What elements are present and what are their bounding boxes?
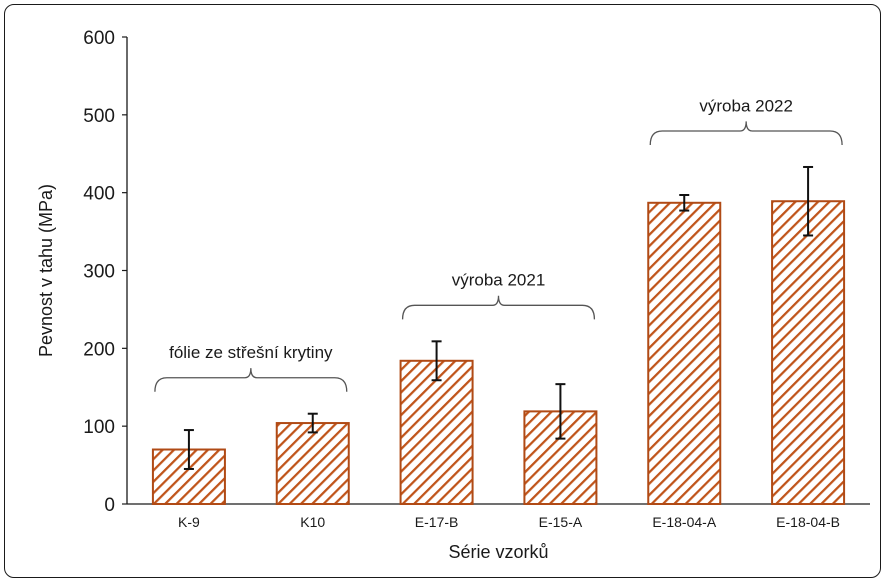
- y-tick-label: 500: [83, 106, 115, 127]
- group-brace: [649, 121, 843, 145]
- x-tick-label: E-18-04-B: [776, 514, 840, 530]
- bar-e-18-04-b: [771, 200, 846, 505]
- y-tick-label: 200: [83, 339, 115, 360]
- x-axis-title: Série vzorků: [448, 542, 548, 562]
- x-tick-label: E-15-A: [539, 514, 583, 530]
- y-axis-title: Pevnost v tahu (MPa): [36, 184, 56, 357]
- y-tick-label: 0: [104, 495, 115, 516]
- group-annotation: výroba 2022: [699, 96, 793, 115]
- y-tick-label: 100: [83, 417, 115, 438]
- group-brace: [154, 368, 348, 392]
- y-tick-label: 600: [83, 28, 115, 49]
- x-tick-label: K-9: [178, 514, 200, 530]
- y-tick-label: 300: [83, 262, 115, 283]
- x-tick-label: E-17-B: [415, 514, 459, 530]
- group-annotation: fólie ze střešní krytiny: [169, 343, 333, 362]
- x-tick-label: E-18-04-A: [652, 514, 716, 530]
- y-tick-label: 400: [83, 184, 115, 205]
- bar-e-18-04-a: [647, 201, 722, 505]
- bar-e-17-b: [399, 359, 474, 505]
- group-annotation: výroba 2021: [452, 271, 546, 290]
- x-tick-label: K10: [300, 514, 325, 530]
- group-brace: [401, 295, 596, 320]
- bar-k10: [275, 422, 350, 506]
